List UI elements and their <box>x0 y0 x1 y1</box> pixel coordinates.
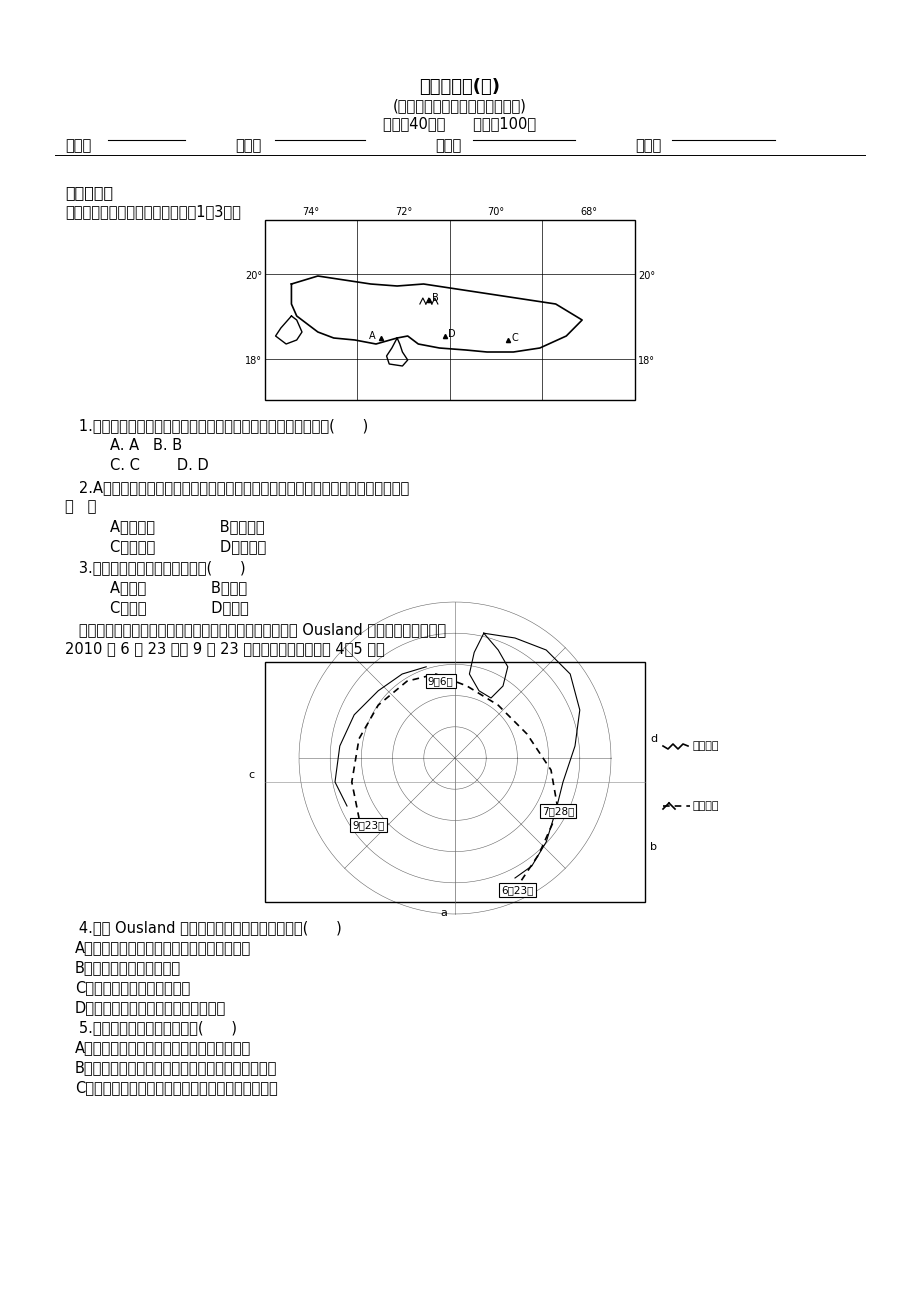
Text: c: c <box>249 769 255 780</box>
Text: D: D <box>448 329 455 339</box>
Text: C．棉花              D．甜菜: C．棉花 D．甜菜 <box>110 600 248 615</box>
Text: 3.该岛屿适宜种植的经济作物是(      ): 3.该岛屿适宜种植的经济作物是( ) <box>65 560 245 575</box>
Text: 西北航道: 西北航道 <box>692 741 719 751</box>
Bar <box>265 220 634 400</box>
Text: （   ）: （ ） <box>65 499 96 514</box>
Text: 一、选择题: 一、选择题 <box>65 185 113 201</box>
Text: 72°: 72° <box>394 207 412 217</box>
Text: D．看到漂浮海冰上的北极熊同伴相残: D．看到漂浮海冰上的北极熊同伴相残 <box>75 1000 226 1016</box>
Text: 9月23日: 9月23日 <box>352 820 384 831</box>
Text: 68°: 68° <box>580 207 596 217</box>
Text: 复习检测卷(八): 复习检测卷(八) <box>419 78 500 96</box>
Text: B: B <box>431 293 438 303</box>
Text: 班级：: 班级： <box>65 138 91 154</box>
Text: 1.根据图中岛屿的地理位置和山脉走向分析，降水最多的城市是(      ): 1.根据图中岛屿的地理位置和山脉走向分析，降水最多的城市是( ) <box>65 418 368 434</box>
Text: A．西南郊              B．东南郊: A．西南郊 B．东南郊 <box>110 519 265 534</box>
Text: 学号：: 学号： <box>435 138 460 154</box>
Text: 姓名：: 姓名： <box>234 138 261 154</box>
Text: a: a <box>439 907 447 918</box>
Text: (考试范围：世界地理、中国地理): (考试范围：世界地理、中国地理) <box>392 98 527 113</box>
Text: b: b <box>650 842 656 852</box>
Text: C: C <box>511 333 517 342</box>
Text: 下图是某小岛示意图，读图，完成1～3题。: 下图是某小岛示意图，读图，完成1～3题。 <box>65 204 241 219</box>
Text: A: A <box>369 331 376 341</box>
Text: 18°: 18° <box>637 355 654 366</box>
Text: 7月28日: 7月28日 <box>541 806 573 816</box>
Text: C．沿途不断遇到大型运矿船: C．沿途不断遇到大型运矿船 <box>75 980 190 995</box>
Text: 由于北极冰加速消融，北极不再寂静。下图为挪威探险家 Ousland 为见证北极冰消融于: 由于北极冰加速消融，北极不再寂静。下图为挪威探险家 Ousland 为见证北极冰… <box>65 622 446 637</box>
Text: d: d <box>650 734 656 743</box>
Text: 2010 年 6 月 23 日到 9 月 23 日的航线。读图，完成 4～5 题。: 2010 年 6 月 23 日到 9 月 23 日的航线。读图，完成 4～5 题… <box>65 641 384 656</box>
Text: 东北航道: 东北航道 <box>692 801 719 811</box>
Text: C. C        D. D: C. C D. D <box>110 458 209 473</box>
Text: A．从甲到乙的探险途中遇到了大量浮冰威胁: A．从甲到乙的探险途中遇到了大量浮冰威胁 <box>75 940 251 954</box>
Text: 74°: 74° <box>302 207 320 217</box>
Text: 70°: 70° <box>487 207 505 217</box>
Text: A．北极航线的开辟，海底资源的大规模开发: A．北极航线的开辟，海底资源的大规模开发 <box>75 1040 251 1055</box>
Text: B．世界各国为争夺海洋资源发生了不同程度的冲突: B．世界各国为争夺海洋资源发生了不同程度的冲突 <box>75 1060 277 1075</box>
Text: C．东北郊              D．西北郊: C．东北郊 D．西北郊 <box>110 539 266 553</box>
Text: 4.关于 Ousland 在此次航行中的叙述，可信的是(      ): 4.关于 Ousland 在此次航行中的叙述，可信的是( ) <box>65 921 341 935</box>
Text: 18°: 18° <box>244 355 262 366</box>
Bar <box>265 661 644 902</box>
Text: 时量：40分钟      满分：100分: 时量：40分钟 满分：100分 <box>383 116 536 132</box>
Text: 20°: 20° <box>244 271 262 281</box>
Text: B．大部分行程是顺风航行: B．大部分行程是顺风航行 <box>75 960 181 975</box>
Text: C．北极考察等活动急剧增多，打破了原生态的平静: C．北极考察等活动急剧增多，打破了原生态的平静 <box>75 1079 278 1095</box>
Text: A. A   B. B: A. A B. B <box>110 437 182 453</box>
Text: 2.A城市若建一个水泥厂，从保护城市大气环境考虑，厂址最佳位置应位于该城市的: 2.A城市若建一个水泥厂，从保护城市大气环境考虑，厂址最佳位置应位于该城市的 <box>65 480 409 495</box>
Text: 得分：: 得分： <box>634 138 661 154</box>
Text: 5.北极不再寂静的主要原因是(      ): 5.北极不再寂静的主要原因是( ) <box>65 1019 237 1035</box>
Text: 6月23日: 6月23日 <box>501 885 533 894</box>
Text: 9月6日: 9月6日 <box>427 676 453 686</box>
Text: 20°: 20° <box>637 271 654 281</box>
Text: A．甘蔗              B．水稻: A．甘蔗 B．水稻 <box>110 579 247 595</box>
